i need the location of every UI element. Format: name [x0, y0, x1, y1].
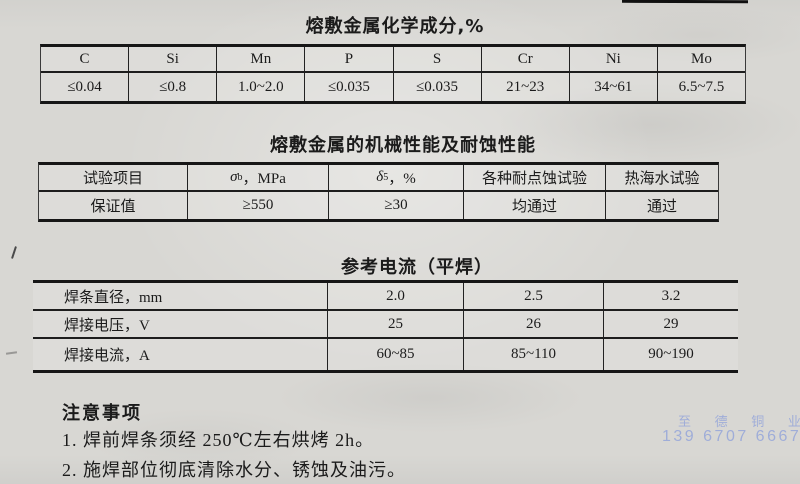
reference-current-title: 参考电流（平焊） [341, 257, 493, 278]
table-cell: 6.5~7.5 [656, 73, 745, 101]
row-label: 焊接电流，A [64, 348, 150, 364]
table-cell: ≤0.035 [392, 73, 481, 101]
table-data-row: ≤0.04 ≤0.8 1.0~2.0 ≤0.035 ≤0.035 21~23 3… [41, 73, 745, 101]
table-cell: 60~85 [327, 339, 463, 370]
column-header: 试验项目 [82, 171, 143, 187]
row-label: 焊条直径，mm [64, 289, 163, 306]
column-header: C [79, 50, 90, 67]
column-header: Cr [480, 47, 569, 71]
table-header-row: 试验项目 σ b ，MPa δ 5，% 各种耐点蚀试验 热海水试验 [39, 165, 718, 192]
column-header: 各种耐点蚀试验 [463, 165, 605, 190]
table-cell: 85~110 [463, 339, 603, 370]
column-header: P [304, 47, 392, 71]
table-cell: 均通过 [463, 192, 605, 219]
column-header: 热海水试验 [605, 165, 718, 190]
table-cell: 29 [603, 311, 738, 337]
mechanical-properties-title: 熔敷金属的机械性能及耐蚀性能 [270, 135, 536, 156]
scan-artifact-top-line [621, 0, 749, 4]
table-cell: ≥30 [328, 192, 463, 219]
chemical-composition-table: C Si Mn P S Cr Ni Mo ≤0.04 ≤0.8 1.0~2.0 … [40, 44, 746, 104]
column-header: Ni [568, 47, 657, 71]
scan-artifact-dash-mark [5, 351, 18, 355]
table-cell: 26 [463, 311, 603, 337]
column-header: Si [128, 47, 216, 71]
table-cell: ≤0.035 [304, 73, 392, 101]
row-label: 焊接电压，V [64, 317, 150, 334]
table-cell: ≤0.8 [128, 73, 216, 101]
table-cell: 90~190 [603, 339, 738, 370]
notes-heading: 注意事项 [62, 403, 142, 424]
note-item-2: 2. 施焊部位彻底清除水分、锈蚀及油污。 [62, 460, 406, 480]
table-cell: ≤0.04 [67, 78, 102, 95]
mechanical-properties-table: 试验项目 σ b ，MPa δ 5，% 各种耐点蚀试验 热海水试验 保证值 ≥550 … [38, 162, 719, 222]
table-cell: 25 [327, 311, 463, 337]
table-cell: 1.0~2.0 [216, 73, 304, 101]
reference-current-table: 焊条直径，mm 2.0 2.5 3.2 焊接电压，V 25 26 29 焊接电流… [33, 280, 738, 373]
row-label: 保证值 [90, 199, 136, 215]
watermark-company-name: 至 德 铜 业 [678, 414, 800, 429]
scan-artifact-slash-mark [11, 246, 17, 259]
table-cell: 通过 [605, 192, 718, 219]
table-cell: 34~61 [568, 73, 657, 101]
note-item-1: 1. 焊前焊条须经 250℃左右烘烤 2h。 [62, 430, 375, 450]
column-header: S [392, 47, 481, 71]
table-cell: 3.2 [603, 283, 738, 309]
column-header-sigma: σ b ，MPa [187, 165, 328, 190]
table-cell: ≥550 [187, 192, 328, 219]
table-cell: 2.5 [463, 283, 603, 309]
chemical-composition-title: 熔敷金属化学成分,% [305, 16, 485, 37]
table-data-row: 保证值 ≥550 ≥30 均通过 通过 [39, 192, 718, 219]
table-row-current: 焊接电流，A 60~85 85~110 90~190 [33, 339, 738, 370]
table-row-voltage: 焊接电压，V 25 26 29 [33, 311, 738, 339]
column-header-delta: δ 5，% [328, 165, 463, 190]
column-header: Mo [656, 47, 745, 71]
table-row-diameter: 焊条直径，mm 2.0 2.5 3.2 [33, 283, 738, 311]
column-header: Mn [216, 47, 304, 71]
watermark-phone-number: 139 6707 6667 [662, 428, 800, 445]
table-header-row: C Si Mn P S Cr Ni Mo [41, 47, 745, 73]
table-cell: 21~23 [480, 73, 569, 101]
table-cell: 2.0 [327, 283, 463, 309]
